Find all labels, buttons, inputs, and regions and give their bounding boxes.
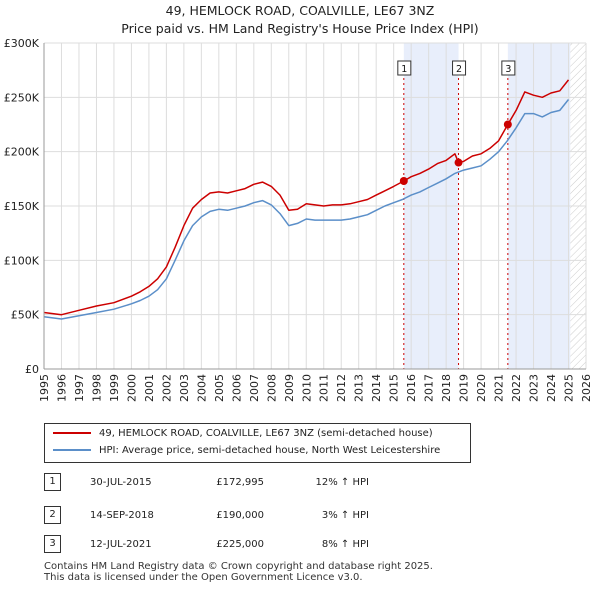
y-tick-label: £50K (11, 309, 40, 322)
tx-price: £172,995 (216, 477, 264, 488)
tx-number: 1 (44, 473, 61, 491)
x-tick-label: 2005 (213, 374, 226, 402)
footer: Contains HM Land Registry data © Crown c… (44, 561, 433, 583)
title-line-1: 49, HEMLOCK ROAD, COALVILLE, LE67 3NZ (165, 3, 435, 18)
tx-number: 2 (44, 506, 61, 524)
x-tick-label: 2011 (318, 374, 331, 402)
x-tick-label: 2002 (160, 374, 173, 402)
x-tick-label: 2018 (440, 374, 453, 402)
sale-number-label: 2 (456, 64, 462, 75)
x-tick-label: 2006 (230, 374, 243, 402)
footer-line-2: This data is licensed under the Open Gov… (44, 572, 363, 583)
x-tick-label: 2026 (580, 374, 593, 402)
x-tick-label: 2023 (528, 374, 541, 402)
x-tick-label: 1996 (55, 374, 68, 402)
hpi-line (43, 99, 570, 320)
price-paid-line (43, 79, 570, 316)
legend-item-hpi: HPI: Average price, semi-detached house,… (53, 443, 440, 459)
x-tick-label: 2001 (143, 374, 156, 402)
legend-label-price: 49, HEMLOCK ROAD, COALVILLE, LE67 3NZ (s… (99, 428, 433, 439)
y-tick-label: £0 (25, 363, 39, 376)
tx-date: 14-SEP-2018 (90, 510, 154, 521)
tx-price: £225,000 (216, 539, 264, 550)
sale-number-label: 1 (401, 64, 407, 75)
x-tick-label: 2012 (335, 374, 348, 402)
x-tick-label: 2007 (248, 374, 261, 402)
x-tick-label: 2024 (545, 374, 558, 402)
x-tick-label: 2021 (493, 374, 506, 402)
x-tick-label: 2019 (458, 374, 471, 402)
x-tick-label: 1997 (73, 374, 86, 402)
title-line-2: Price paid vs. HM Land Registry's House … (121, 21, 479, 36)
x-tick-label: 1999 (108, 374, 121, 402)
x-tick-label: 2009 (283, 374, 296, 402)
x-tick-label: 2020 (475, 374, 488, 402)
tx-price: £190,000 (216, 510, 264, 521)
tx-hpi: 12% ↑ HPI (315, 477, 369, 488)
sale-number-box (397, 60, 412, 76)
legend-label-hpi: HPI: Average price, semi-detached house,… (99, 445, 441, 456)
x-tick-label: 2022 (510, 374, 523, 402)
legend: 49, HEMLOCK ROAD, COALVILLE, LE67 3NZ (s… (44, 423, 471, 463)
y-tick-label: £100K (4, 254, 40, 267)
y-tick-label: £200K (4, 146, 40, 159)
tx-hpi: 8% ↑ HPI (321, 539, 369, 550)
sale-number-box (452, 60, 467, 76)
sale-point (454, 158, 463, 167)
x-tick-label: 1998 (90, 374, 103, 402)
tx-hpi: 3% ↑ HPI (321, 510, 369, 521)
x-tick-label: 2017 (423, 374, 436, 402)
y-tick-label: £250K (4, 91, 40, 104)
sale-number-box (501, 60, 516, 76)
x-tick-label: 2014 (370, 374, 383, 402)
price-chart: 1 2 3 £0 £50K £100K £150K £200K £250K £300K 1995 19… (4, 37, 593, 402)
footer-line-1: Contains HM Land Registry data © Crown c… (44, 561, 433, 572)
x-tick-label: 2008 (265, 374, 278, 402)
sale-point (399, 177, 408, 186)
x-tick-label: 1995 (38, 374, 51, 402)
sale-number-label: 3 (505, 64, 511, 75)
tx-number: 3 (44, 535, 61, 553)
x-tick-label: 2010 (300, 374, 313, 402)
x-tick-label: 2013 (353, 374, 366, 402)
sale-point (503, 120, 512, 129)
x-tick-label: 2000 (125, 374, 138, 402)
tx-date: 30-JUL-2015 (90, 477, 152, 488)
x-tick-label: 2004 (195, 374, 208, 402)
legend-item-price: 49, HEMLOCK ROAD, COALVILLE, LE67 3NZ (s… (53, 426, 433, 442)
y-tick-label: £300K (4, 37, 40, 50)
tx-date: 12-JUL-2021 (90, 539, 152, 550)
x-tick-label: 2015 (388, 374, 401, 402)
x-tick-label: 2025 (563, 374, 576, 402)
y-tick-label: £150K (4, 200, 40, 213)
legend-swatch-price (53, 432, 91, 434)
x-tick-label: 2003 (178, 374, 191, 402)
x-tick-label: 2016 (405, 374, 418, 402)
legend-swatch-hpi (53, 449, 91, 451)
chart-title: 49, HEMLOCK ROAD, COALVILLE, LE67 3NZ Pr… (0, 2, 600, 38)
